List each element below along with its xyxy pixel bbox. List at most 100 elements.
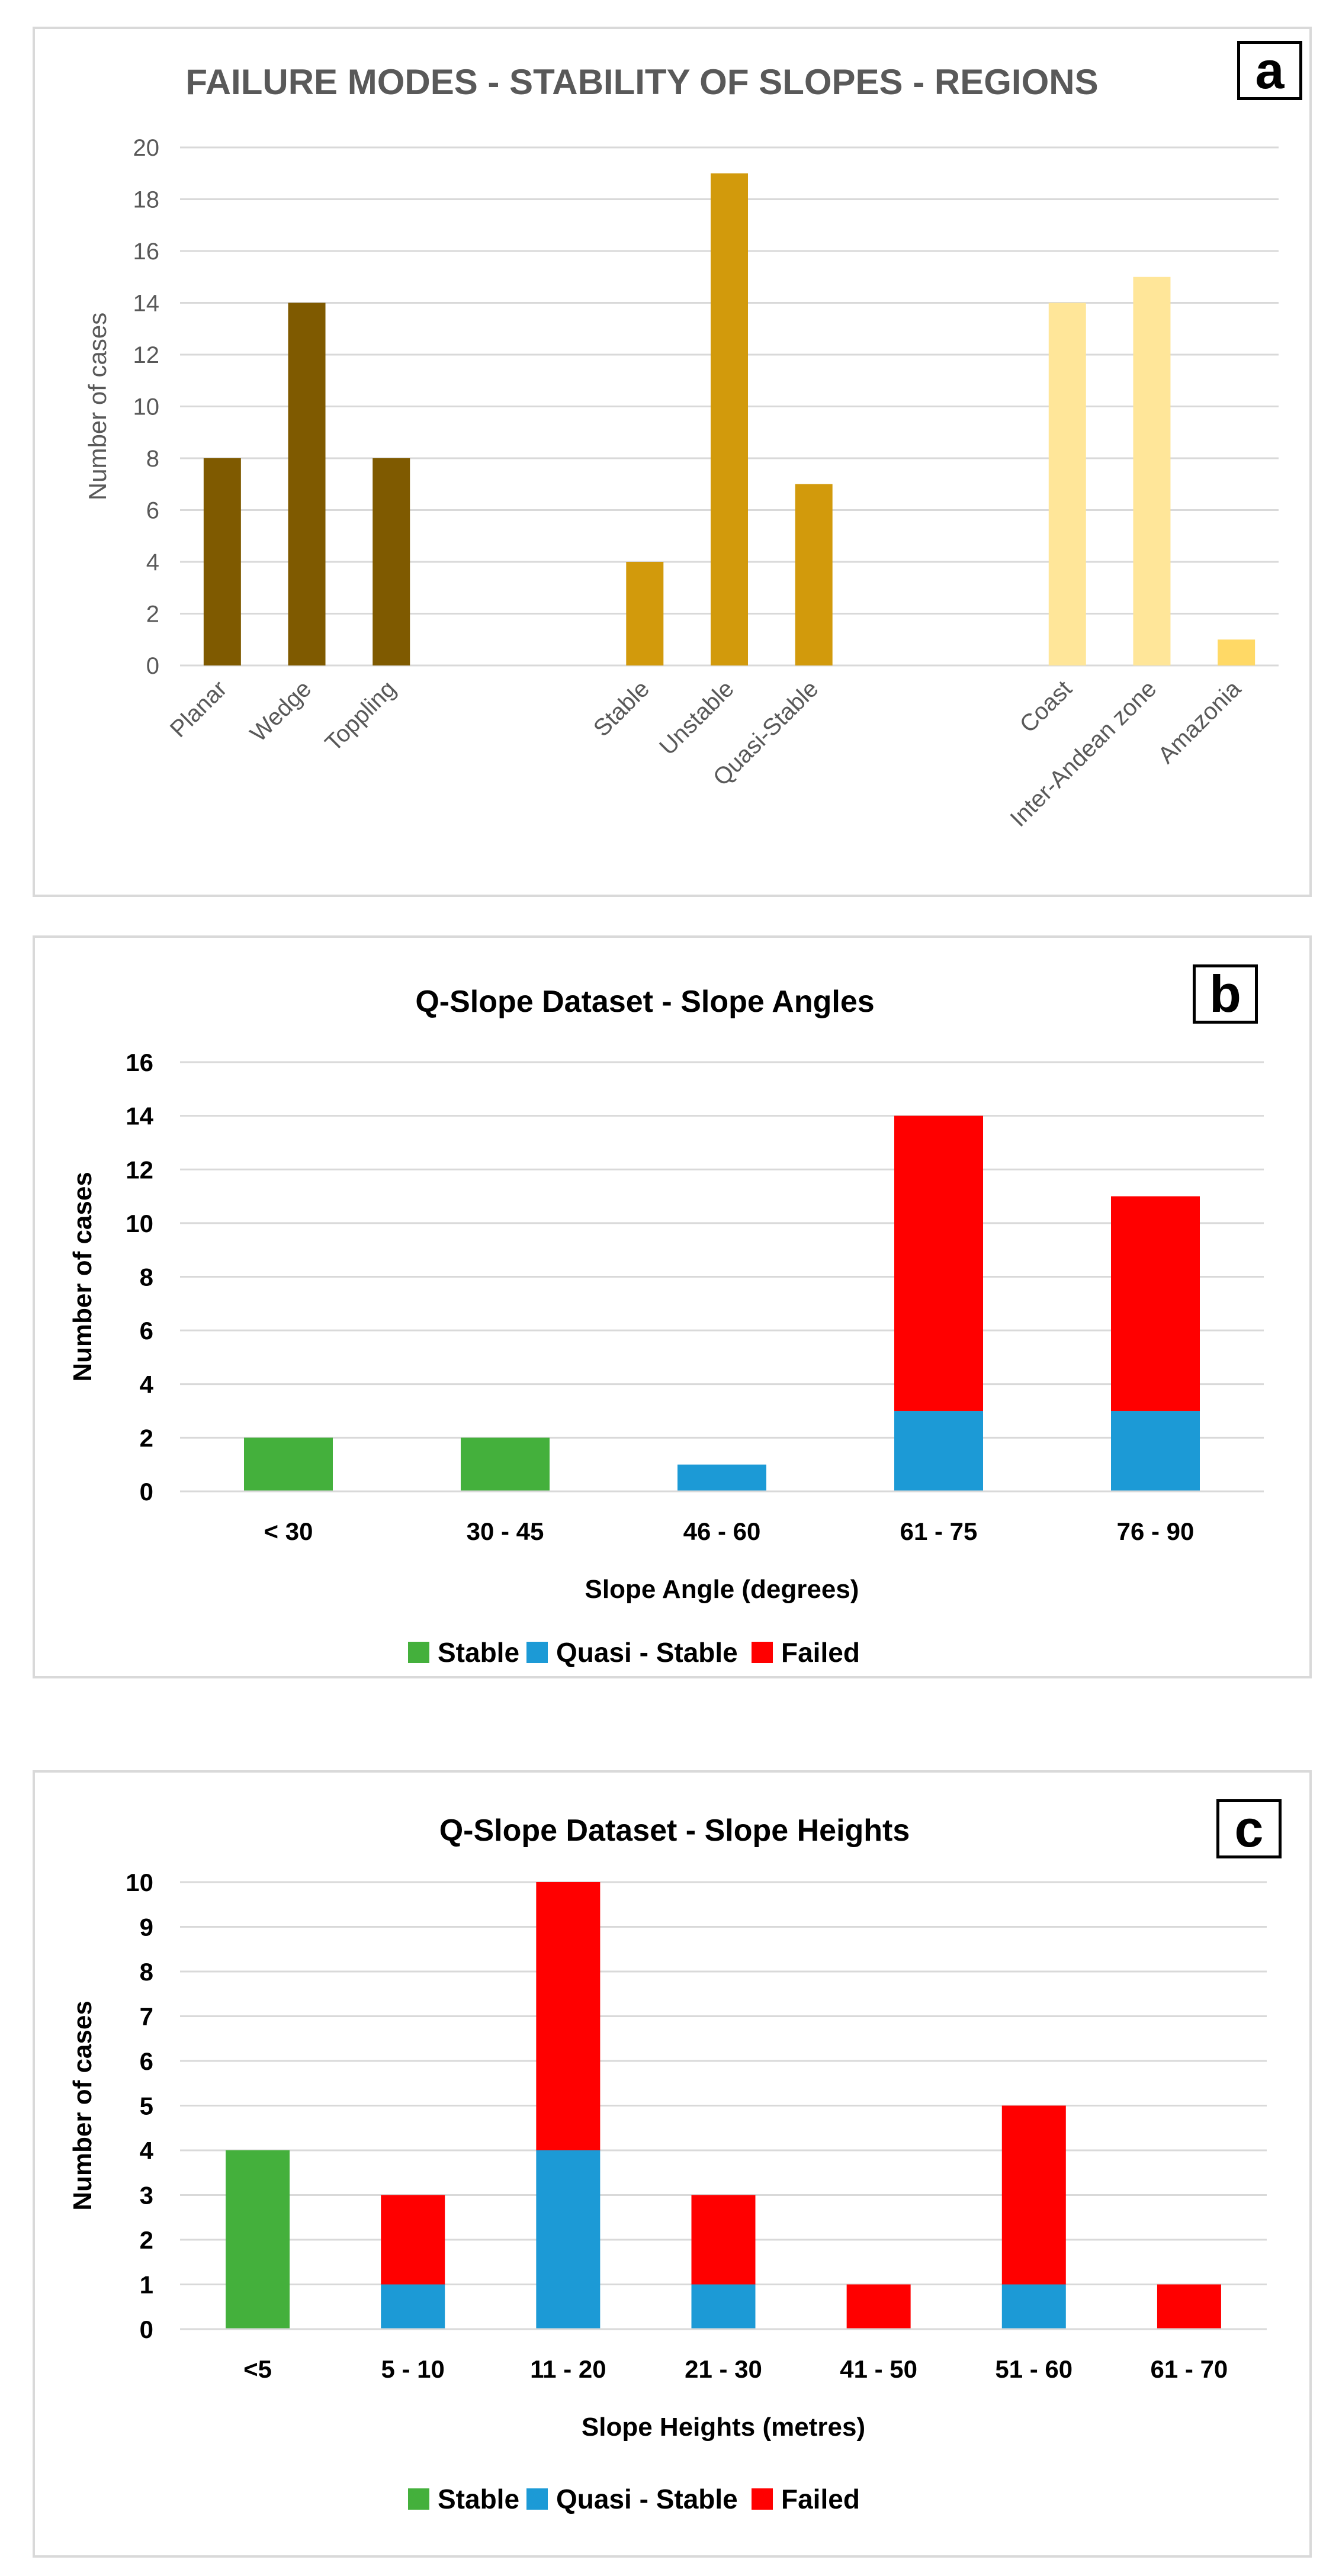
x-tick-label: Coast <box>1015 676 1077 738</box>
chart-panel-b: Q-Slope Dataset - Slope Angles 0 2 4 6 8 10 12 1… <box>33 935 1312 1678</box>
bar-amazonia <box>1218 639 1255 665</box>
y-tick-label: 20 <box>133 135 160 161</box>
y-tick-label: 16 <box>126 1049 153 1076</box>
x-tick-label: Wedge <box>245 676 316 747</box>
bar-failed <box>1111 1196 1200 1411</box>
bar-failed <box>381 2195 445 2285</box>
y-tick-label: 0 <box>140 2315 153 2343</box>
y-tick-label: 4 <box>140 2137 154 2165</box>
bar-failed <box>1001 2105 1066 2285</box>
bar-failed <box>846 2284 911 2329</box>
bar-failed <box>536 1882 601 2150</box>
y-tick-label: 10 <box>126 1210 153 1237</box>
chart-title: Q-Slope Dataset - Slope Heights <box>439 1813 910 1848</box>
legend-label: Stable <box>438 2484 519 2514</box>
y-tick-label: 10 <box>133 394 160 420</box>
bar-failed <box>1157 2284 1221 2329</box>
y-tick-label: 3 <box>140 2182 153 2210</box>
legend-swatch <box>408 2488 429 2510</box>
y-tick-label: 6 <box>146 498 159 524</box>
chart-a-svg: FAILURE MODES - STABILITY OF SLOPES - RE… <box>84 62 1279 832</box>
x-tick-label: Amazonia <box>1153 676 1246 768</box>
x-tick-label: 51 - 60 <box>995 2355 1073 2383</box>
y-tick-label: 4 <box>140 1371 154 1398</box>
legend-swatch <box>752 2488 773 2510</box>
y-axis-label: Number of cases <box>84 313 111 500</box>
bar-inter-andean-zone <box>1133 276 1171 665</box>
legend-label: Failed <box>781 1637 860 1668</box>
bar-unstable <box>711 173 748 665</box>
bar-planar <box>203 458 241 665</box>
y-tick-label: 0 <box>146 653 159 679</box>
y-tick-label: 8 <box>140 1958 153 1986</box>
chart-title: FAILURE MODES - STABILITY OF SLOPES - RE… <box>185 62 1098 102</box>
y-tick-label: 8 <box>140 1263 153 1291</box>
y-tick-label: 6 <box>140 1317 153 1345</box>
legend-label: Quasi - Stable <box>556 1637 738 1668</box>
chart-c-svg: Q-Slope Dataset - Slope Heights 0 1 2 3 4 5 6 7 8… <box>68 1813 1267 2514</box>
y-tick-label: 1 <box>140 2271 153 2299</box>
legend-label: Quasi - Stable <box>556 2484 738 2514</box>
y-tick-label: 0 <box>140 1478 153 1506</box>
y-tick-label: 6 <box>140 2047 153 2075</box>
y-axis-label: Number of cases <box>68 2001 97 2211</box>
bar-quasi-stable <box>1111 1411 1200 1491</box>
y-tick-label: 4 <box>146 549 159 575</box>
x-axis-label: Slope Heights (metres) <box>582 2413 865 2442</box>
y-tick-label: 2 <box>140 2226 153 2254</box>
legend-swatch <box>752 1642 773 1663</box>
bar-stable <box>461 1437 550 1491</box>
x-tick-label: 41 - 50 <box>840 2355 917 2383</box>
bar-quasi-stable <box>795 484 833 665</box>
legend-swatch <box>526 2488 548 2510</box>
bar-stable <box>226 2150 290 2329</box>
bar-stable <box>244 1437 333 1491</box>
x-tick-label: Toppling <box>320 676 401 756</box>
bar-quasi-stable <box>677 1464 766 1491</box>
panel-label-a: a <box>1237 41 1302 100</box>
y-tick-label: 9 <box>140 1913 153 1941</box>
bar-quasi-stable <box>894 1411 983 1491</box>
chart-b-svg: Q-Slope Dataset - Slope Angles 0 2 4 6 8 10 12 1… <box>68 985 1264 1668</box>
bar-quasi-stable <box>691 2284 756 2329</box>
x-tick-label: Inter-Andean zone <box>1005 676 1161 832</box>
bar-toppling <box>373 458 410 665</box>
y-tick-label: 12 <box>126 1156 153 1184</box>
x-tick-label: Unstable <box>654 676 739 760</box>
y-tick-label: 18 <box>133 187 160 213</box>
chart-panel-c: Q-Slope Dataset - Slope Heights 0 1 2 3 4 5 6 7 8… <box>33 1770 1312 2558</box>
y-tick-label: 7 <box>140 2003 153 2031</box>
x-tick-label: 5 - 10 <box>381 2355 445 2383</box>
x-tick-label: Stable <box>589 676 654 741</box>
y-tick-label: 10 <box>126 1869 153 1896</box>
y-tick-label: 14 <box>126 1102 153 1130</box>
x-tick-label: 30 - 45 <box>467 1517 544 1545</box>
x-tick-label: Planar <box>165 676 232 742</box>
y-tick-label: 2 <box>146 602 159 628</box>
y-tick-label: 16 <box>133 239 160 265</box>
x-tick-label: 11 - 20 <box>530 2355 606 2383</box>
legend-label: Stable <box>438 1637 519 1668</box>
bar-wedge <box>288 303 326 665</box>
y-tick-label: 12 <box>133 342 160 368</box>
x-tick-label: 21 - 30 <box>685 2355 762 2383</box>
chart-panel-a: FAILURE MODES - STABILITY OF SLOPES - RE… <box>33 27 1312 897</box>
legend-swatch <box>408 1642 429 1663</box>
panel-label-c: c <box>1216 1799 1282 1858</box>
bar-quasi-stable <box>536 2150 601 2329</box>
x-tick-label: <5 <box>243 2355 272 2383</box>
x-tick-label: 61 - 70 <box>1151 2355 1228 2383</box>
bar-quasi-stable <box>381 2284 445 2329</box>
y-axis-label: Number of cases <box>68 1172 97 1382</box>
bar-stable <box>626 562 664 665</box>
y-tick-label: 2 <box>140 1424 153 1452</box>
x-tick-label: 76 - 90 <box>1117 1517 1194 1545</box>
bar-quasi-stable <box>1001 2284 1066 2329</box>
chart-title: Q-Slope Dataset - Slope Angles <box>415 985 874 1019</box>
x-tick-label: 46 - 60 <box>683 1517 761 1545</box>
x-axis-label: Slope Angle (degrees) <box>585 1575 859 1604</box>
y-tick-label: 8 <box>146 446 159 472</box>
bar-failed <box>894 1115 983 1411</box>
bar-coast <box>1048 303 1086 665</box>
bar-failed <box>691 2195 756 2285</box>
